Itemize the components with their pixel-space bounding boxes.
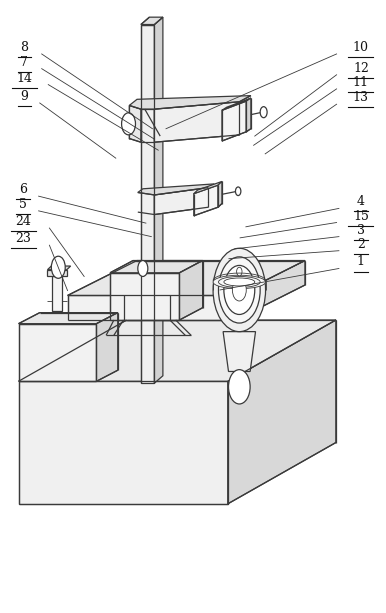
Text: 4: 4 — [357, 196, 365, 208]
Text: 1: 1 — [357, 256, 365, 268]
Polygon shape — [110, 261, 203, 273]
Text: 11: 11 — [353, 76, 369, 89]
Ellipse shape — [213, 275, 266, 289]
Polygon shape — [19, 320, 336, 381]
Text: 10: 10 — [353, 41, 369, 54]
Ellipse shape — [224, 278, 255, 286]
Text: 8: 8 — [20, 41, 28, 54]
Polygon shape — [154, 17, 163, 383]
Polygon shape — [141, 17, 163, 25]
Circle shape — [218, 257, 260, 323]
Polygon shape — [179, 261, 203, 320]
Text: 24: 24 — [15, 215, 31, 228]
Ellipse shape — [218, 276, 260, 287]
Polygon shape — [110, 273, 179, 320]
Polygon shape — [222, 101, 246, 141]
Polygon shape — [52, 276, 62, 311]
Polygon shape — [96, 313, 118, 381]
Text: 3: 3 — [357, 224, 365, 237]
Circle shape — [229, 370, 250, 404]
Polygon shape — [194, 181, 222, 194]
Circle shape — [260, 107, 267, 118]
Text: 9: 9 — [20, 90, 28, 103]
Polygon shape — [47, 266, 71, 270]
Text: 7: 7 — [20, 56, 28, 69]
Polygon shape — [68, 295, 235, 320]
Polygon shape — [218, 181, 222, 207]
Circle shape — [224, 265, 255, 314]
Polygon shape — [223, 332, 256, 371]
Circle shape — [232, 279, 246, 301]
Polygon shape — [129, 96, 251, 109]
Polygon shape — [19, 324, 96, 381]
Polygon shape — [154, 188, 208, 215]
Polygon shape — [129, 105, 141, 142]
Polygon shape — [154, 102, 239, 142]
Text: 6: 6 — [19, 183, 27, 196]
Text: 15: 15 — [353, 210, 369, 223]
Circle shape — [122, 113, 135, 135]
Circle shape — [51, 256, 65, 278]
Circle shape — [235, 187, 241, 196]
Text: 13: 13 — [353, 91, 369, 104]
Polygon shape — [47, 270, 67, 276]
Text: 23: 23 — [15, 232, 31, 245]
Polygon shape — [141, 25, 154, 383]
Text: 5: 5 — [19, 198, 27, 211]
Circle shape — [138, 261, 148, 276]
Polygon shape — [19, 381, 228, 504]
Text: 14: 14 — [16, 72, 32, 85]
Circle shape — [213, 248, 266, 332]
Polygon shape — [222, 98, 251, 110]
Circle shape — [237, 267, 242, 276]
Polygon shape — [246, 98, 251, 132]
Polygon shape — [138, 184, 214, 195]
Text: 2: 2 — [357, 238, 365, 251]
Polygon shape — [228, 320, 336, 504]
Polygon shape — [68, 261, 305, 295]
Text: 12: 12 — [353, 62, 369, 75]
Polygon shape — [194, 185, 218, 216]
Polygon shape — [19, 313, 118, 324]
Polygon shape — [235, 261, 305, 320]
